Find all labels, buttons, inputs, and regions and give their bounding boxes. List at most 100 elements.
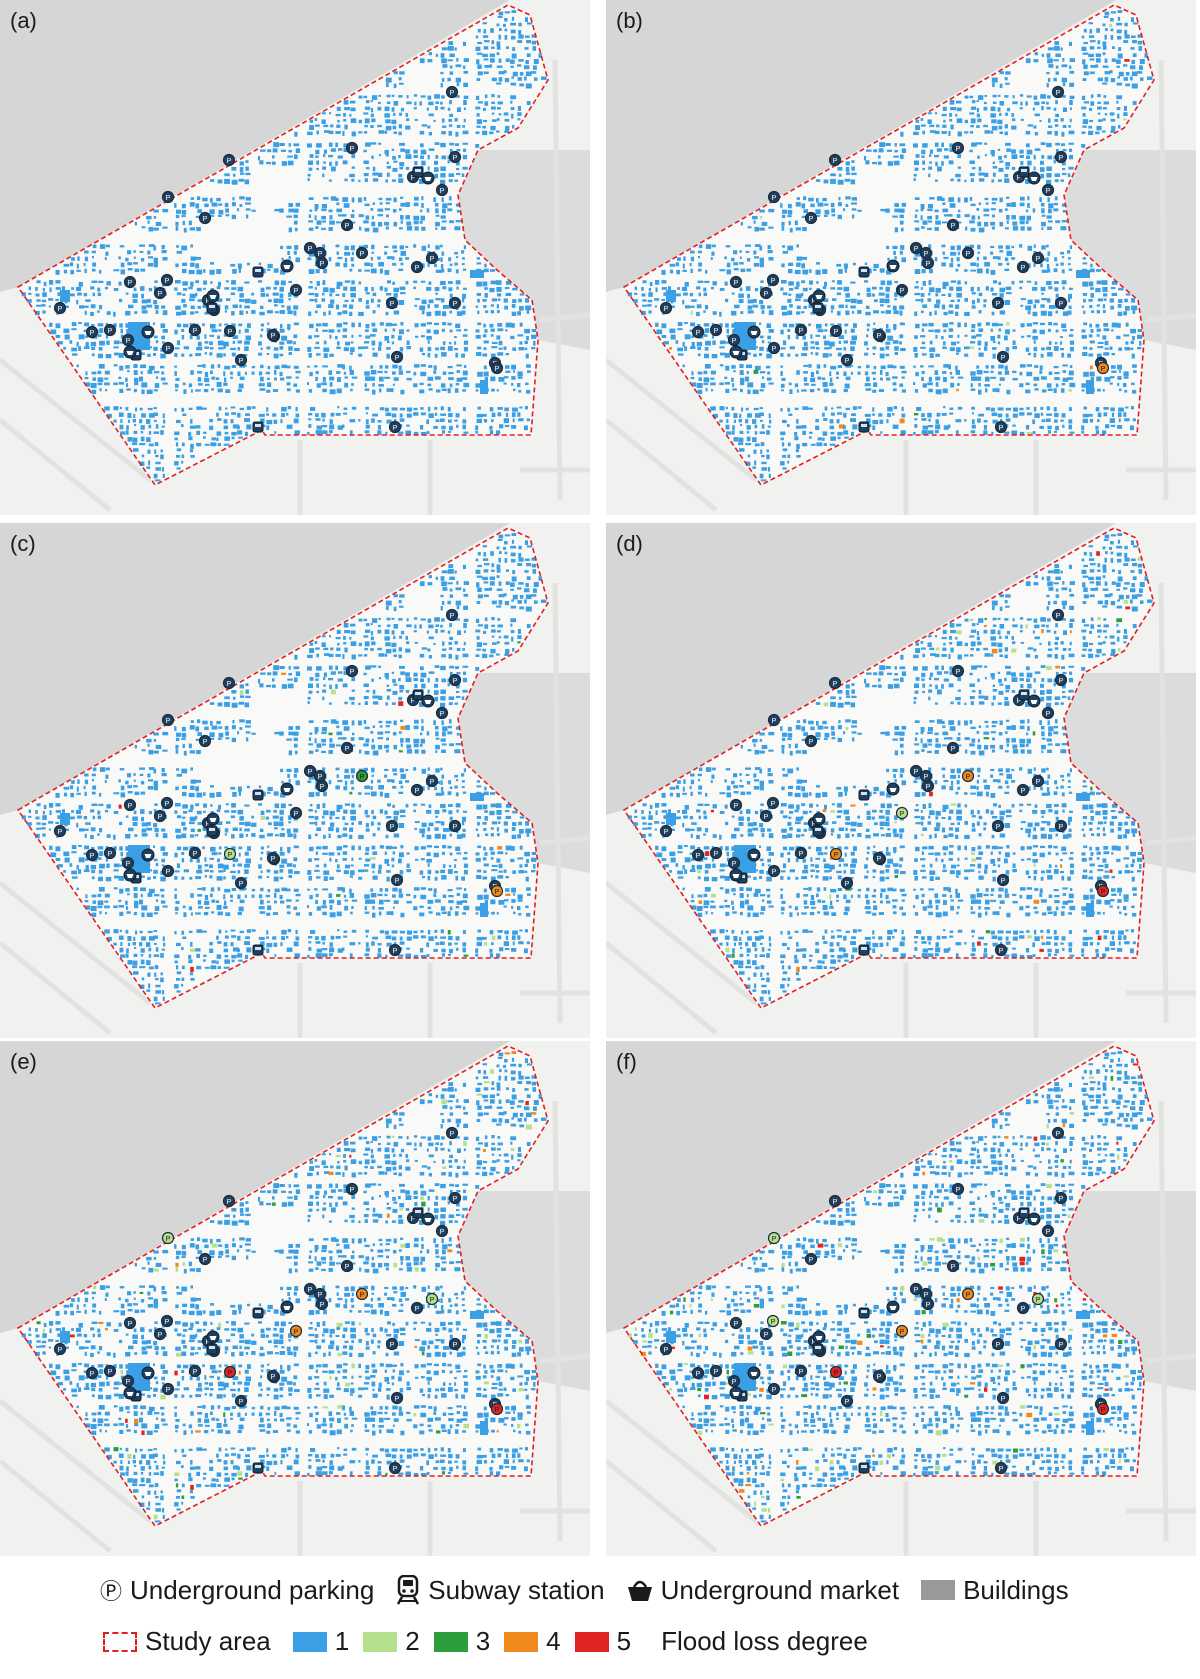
flood-map: PPPPPPPPPPPPPPPPPPPPPPPPPPPPPPPPPPPPP xyxy=(0,1041,590,1556)
market-label: Underground market xyxy=(660,1574,900,1605)
degree-2-label: 2 xyxy=(405,1626,420,1656)
parking-icon: P xyxy=(659,824,673,838)
degree-3-swatch xyxy=(433,1631,468,1652)
degree-4-swatch xyxy=(504,1631,539,1652)
map-panel-d: PPPPPPPPPPPPPPPPPPPPPPPPPPPPPPPPPPPPP(d) xyxy=(606,523,1196,1038)
parking-icon: P xyxy=(160,1314,174,1328)
parking-icon: P xyxy=(767,864,781,878)
parking-icon: P xyxy=(828,1194,842,1208)
parking-icon: P xyxy=(410,260,424,274)
parking-icon: P xyxy=(909,1282,923,1296)
legend-degree-4: 4 xyxy=(504,1626,561,1657)
parking-icon: P xyxy=(355,1287,369,1301)
parking-icon: P xyxy=(445,1126,459,1140)
subway-icon xyxy=(206,1343,218,1355)
parking-icon: P xyxy=(161,341,175,355)
basket-icon xyxy=(886,259,900,273)
parking-icon: P xyxy=(490,884,504,898)
svg-text:P: P xyxy=(1046,188,1051,195)
parking-icon: P xyxy=(1031,774,1045,788)
parking-icon: P xyxy=(103,1364,117,1378)
buildings-label: Buildings xyxy=(963,1574,1069,1605)
study-area-boundary xyxy=(16,4,549,487)
parking-icon: P xyxy=(996,873,1010,887)
basket-icon xyxy=(280,782,294,796)
parking-icon: P xyxy=(1016,1301,1030,1315)
parking-icon: P xyxy=(188,1364,202,1378)
parking-icon: P xyxy=(1051,1126,1065,1140)
svg-text:P: P xyxy=(495,366,500,373)
parking-icon: P xyxy=(53,824,67,838)
study-area-boundary xyxy=(622,1045,1155,1528)
svg-text:P: P xyxy=(166,195,171,202)
parking-icon: P xyxy=(1041,706,1055,720)
svg-text:P: P xyxy=(966,251,971,258)
svg-text:P: P xyxy=(809,216,814,223)
legend-study-area: Study area xyxy=(103,1626,271,1657)
parking-icon: P xyxy=(448,1191,462,1205)
parking-icon: P xyxy=(919,1287,933,1301)
svg-text:P: P xyxy=(1017,175,1022,182)
outer-streets xyxy=(606,582,1196,1038)
parking-icon: P xyxy=(390,350,404,364)
svg-text:P: P xyxy=(271,333,276,340)
parking-icon: P xyxy=(161,713,175,727)
svg-text:P: P xyxy=(318,251,323,258)
parking-icon: P xyxy=(345,1182,359,1196)
parking-icon: P xyxy=(921,1297,935,1311)
parking-icon: P xyxy=(153,286,167,300)
basket-icon xyxy=(141,1366,155,1380)
river-area xyxy=(606,1041,1116,1333)
parking-icon: P xyxy=(794,846,808,860)
parking-icon: P xyxy=(1054,1191,1068,1205)
svg-text:P: P xyxy=(996,301,1001,308)
parking-icon: P xyxy=(1031,251,1045,265)
degree-4-label: 4 xyxy=(546,1626,561,1656)
parking-icon: P xyxy=(153,1327,167,1341)
svg-text:P: P xyxy=(453,301,458,308)
basket-icon xyxy=(627,1580,652,1601)
parking-icon: P xyxy=(946,1259,960,1273)
subway-icon xyxy=(412,689,424,701)
parking-icon: P xyxy=(425,251,439,265)
parking-icon: P xyxy=(895,806,909,820)
parking-icon: P xyxy=(872,328,886,342)
parking-icon: P xyxy=(435,706,449,720)
study-area-boundary xyxy=(622,527,1155,1010)
svg-text:P: P xyxy=(165,278,170,285)
parking-icon: P xyxy=(198,1252,212,1266)
parking-icon: P xyxy=(123,275,137,289)
svg-text:P: P xyxy=(926,261,931,268)
buildings xyxy=(627,10,1153,482)
svg-text:P: P xyxy=(714,328,719,335)
svg-text:P: P xyxy=(206,298,211,305)
legend-degree-2: 2 xyxy=(363,1626,420,1657)
svg-text:P: P xyxy=(411,175,416,182)
parking-icon: P xyxy=(222,676,236,690)
parking-icon: P xyxy=(345,141,359,155)
parking-icon: P xyxy=(961,1287,975,1301)
svg-text:P: P xyxy=(951,223,956,230)
parking-icon: P xyxy=(691,848,705,862)
degree-title: Flood loss degree xyxy=(661,1626,868,1656)
degree-2-swatch xyxy=(363,1631,398,1652)
parking-icon: P xyxy=(448,150,462,164)
parking-icon: P xyxy=(303,764,317,778)
parking-icon: P xyxy=(425,1292,439,1306)
basket-icon xyxy=(886,782,900,796)
parking-icon: P xyxy=(759,286,773,300)
svg-text:P: P xyxy=(732,338,737,345)
parking-icon: P xyxy=(1031,1292,1045,1306)
basket-icon xyxy=(206,812,220,826)
parking-icon: P xyxy=(994,943,1008,957)
panel-label: (f) xyxy=(616,1049,637,1074)
parking-icon: P xyxy=(829,847,843,861)
basket-icon xyxy=(729,1386,743,1400)
parking-icon: P xyxy=(53,301,67,315)
parking-icon: P xyxy=(161,1382,175,1396)
basket-icon xyxy=(747,848,761,862)
subway-icon xyxy=(1018,166,1030,178)
parking-icon: P xyxy=(161,864,175,878)
parking-icon: P xyxy=(85,848,99,862)
svg-text:P: P xyxy=(834,329,839,336)
